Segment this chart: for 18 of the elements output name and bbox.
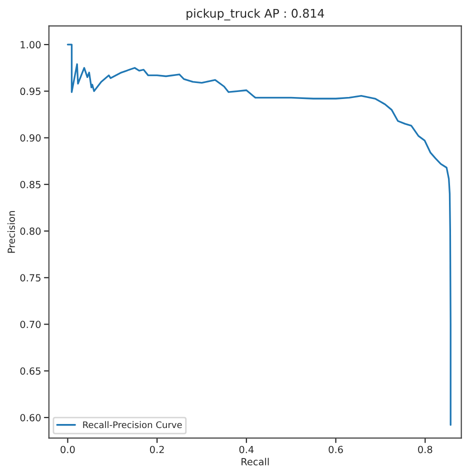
y-tick-label: 0.70 [20,320,41,328]
legend-label: Recall-Precision Curve [83,421,182,428]
x-tick-label: 0.0 [60,446,75,454]
x-axis-title: Recall [242,458,269,466]
y-tick-label: 0.75 [20,274,40,282]
x-tick-label: 0.2 [150,446,164,454]
y-tick-label: 0.65 [20,367,40,375]
chart-title: pickup_truck AP : 0.814 [186,8,324,20]
y-axis-title: Precision [7,211,15,253]
y-tick-label: 0.80 [20,228,41,235]
x-tick-label: 0.6 [328,446,343,454]
y-tick-label: 0.85 [20,180,40,188]
y-tick-label: 0.60 [20,414,41,422]
y-tick-label: 0.90 [20,134,41,142]
y-tick-label: 0.95 [20,88,40,96]
x-tick-label: 0.8 [418,446,432,454]
x-tick-label: 0.4 [239,446,254,454]
y-tick-label: 1.00 [20,41,41,48]
